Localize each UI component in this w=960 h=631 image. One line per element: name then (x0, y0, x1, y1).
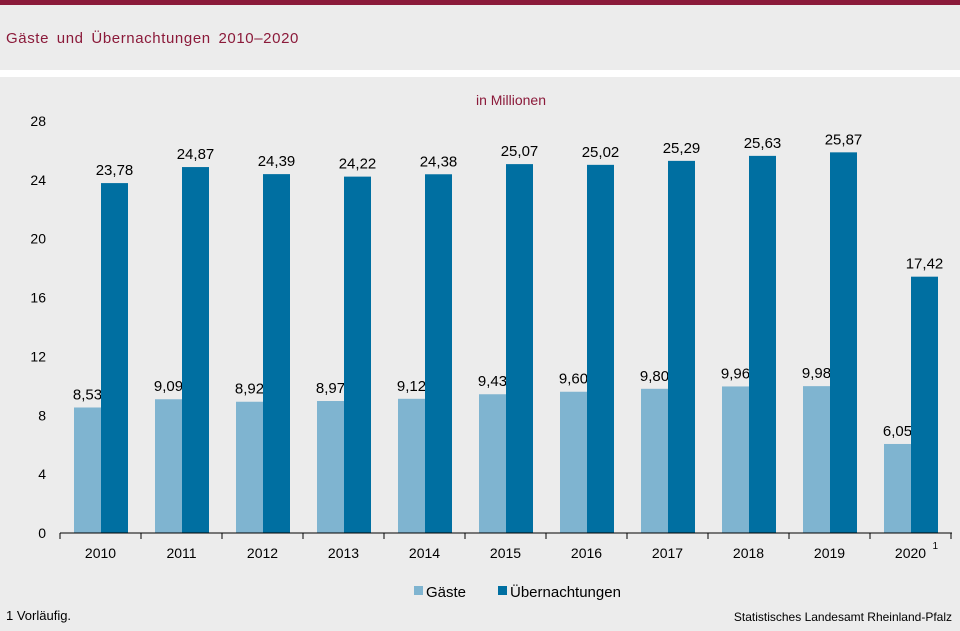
data-label: 9,60 (559, 371, 588, 388)
data-label: 6,05 (883, 423, 912, 440)
bar-gaeste-2012 (236, 401, 263, 533)
data-label: 9,12 (397, 378, 426, 395)
x-tick-label: 2016 (571, 545, 602, 561)
chart-title: Gäste und Übernachtungen 2010–2020 (6, 30, 299, 47)
bar-gaeste-2017 (641, 388, 668, 533)
data-label: 8,97 (316, 380, 345, 397)
data-label: 25,07 (501, 143, 539, 160)
bar-uebernachtungen-2017 (668, 160, 695, 533)
x-tick-label: 2019 (814, 545, 845, 561)
bar-uebernachtungen-2011 (182, 167, 209, 533)
y-tick-label: 20 (30, 231, 46, 247)
bar-gaeste-2013 (317, 401, 344, 533)
data-label: 25,29 (663, 140, 701, 157)
bar-gaeste-2010 (74, 407, 101, 533)
bar-uebernachtungen-2019 (830, 152, 857, 533)
x-tick-label: 2015 (490, 545, 521, 561)
y-tick-label: 24 (30, 172, 46, 188)
bar-gaeste-2014 (398, 398, 425, 533)
bar-gaeste-2011 (155, 399, 182, 533)
data-label: 9,80 (640, 368, 669, 385)
bar-gaeste-2019 (803, 386, 830, 533)
bar-uebernachtungen-2020 (911, 276, 938, 533)
y-tick-label: 28 (30, 113, 46, 129)
data-label: 24,39 (258, 153, 296, 170)
data-label: 9,09 (154, 378, 183, 395)
data-label: 24,22 (339, 156, 377, 173)
bar-uebernachtungen-2013 (344, 176, 371, 533)
data-label: 8,92 (235, 381, 264, 398)
y-axis: 0 4 8 12 16 20 24 28 (30, 113, 46, 541)
x-tick-label: 2020 (895, 545, 926, 561)
x-tick-footnote-marker: 1 (933, 541, 939, 552)
y-tick-label: 4 (38, 466, 46, 482)
data-label: 9,96 (721, 365, 750, 382)
legend-swatch-uebernachtungen (498, 586, 507, 595)
x-tick-label: 2014 (409, 545, 440, 561)
y-tick-label: 16 (30, 290, 46, 306)
x-tick-label: 2010 (85, 545, 116, 561)
legend-label: Gäste (426, 584, 466, 600)
x-tick-label: 2018 (733, 545, 764, 561)
bar-gaeste-2020 (884, 443, 911, 533)
bar-uebernachtungen-2016 (587, 164, 614, 533)
bars-group: 8,53 23,78 9,09 24,87 8,92 24,39 8,97 24,22 9,12… (73, 131, 943, 533)
y-tick-label: 0 (38, 525, 46, 541)
data-label: 23,78 (96, 162, 134, 179)
data-label: 9,98 (802, 365, 831, 382)
x-axis: 2010 2011 2012 2013 2014 2015 2016 2017 2018 2019… (59, 532, 952, 561)
bar-gaeste-2016 (560, 391, 587, 533)
legend-swatch-gaeste (414, 586, 423, 595)
header-divider (0, 70, 960, 77)
bar-uebernachtungen-2012 (263, 174, 290, 533)
legend-label: Übernachtungen (510, 583, 621, 600)
y-tick-label: 8 (38, 407, 46, 423)
source-credit: Statistisches Landesamt Rheinland-Pfalz (733, 610, 952, 624)
legend: Gäste Übernachtungen (414, 583, 621, 600)
footnote: 1 Vorläufig. (6, 608, 72, 623)
data-label: 25,87 (825, 131, 863, 148)
x-tick-label: 2012 (247, 545, 278, 561)
bar-uebernachtungen-2014 (425, 174, 452, 533)
x-tick-label: 2017 (652, 545, 683, 561)
y-tick-label: 12 (30, 348, 46, 364)
data-label: 25,63 (744, 135, 782, 152)
x-tick-label: 2011 (166, 545, 196, 561)
data-label: 24,87 (177, 146, 215, 163)
data-label: 9,43 (478, 373, 507, 390)
x-tick-label: 2013 (328, 545, 359, 561)
data-label: 17,42 (906, 256, 944, 273)
bar-chart: in Millionen 0 4 8 12 16 20 24 28 8,53 23,78 9,09… (30, 92, 952, 600)
bar-gaeste-2015 (479, 394, 506, 533)
bar-uebernachtungen-2010 (101, 183, 128, 533)
top-accent-bar (0, 0, 960, 5)
data-label: 24,38 (420, 153, 458, 170)
data-label: 25,02 (582, 144, 620, 161)
bar-uebernachtungen-2018 (749, 155, 776, 533)
bar-gaeste-2018 (722, 386, 749, 533)
data-label: 8,53 (73, 386, 102, 403)
bar-uebernachtungen-2015 (506, 164, 533, 533)
unit-label: in Millionen (476, 92, 546, 108)
